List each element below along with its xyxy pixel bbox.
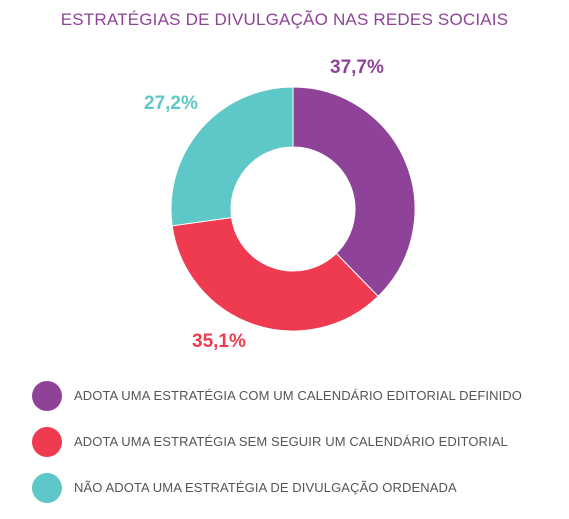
legend-swatch-purple xyxy=(32,380,62,411)
chart-title: ESTRATÉGIAS DE DIVULGAÇÃO NAS REDES SOCI… xyxy=(60,10,509,29)
legend-swatch-teal xyxy=(32,472,62,503)
slice-nao-adota xyxy=(170,86,294,227)
legend-item-calendario-definido: ADOTA UMA ESTRATÉGIA COM UM CALENDÁRIO E… xyxy=(32,380,562,411)
slice-value-label-nao-adota: 27,2% xyxy=(144,93,198,114)
legend-swatch-red xyxy=(32,426,62,457)
legend-label: ADOTA UMA ESTRATÉGIA COM UM CALENDÁRIO E… xyxy=(74,388,523,403)
slice-calendario-definido xyxy=(292,86,416,298)
slice-value-label-calendario-definido: 37,7% xyxy=(330,57,384,78)
legend-label: ADOTA UMA ESTRATÉGIA SEM SEGUIR UM CALEN… xyxy=(74,434,508,449)
legend-item-sem-calendario: ADOTA UMA ESTRATÉGIA SEM SEGUIR UM CALEN… xyxy=(32,426,562,457)
legend: ADOTA UMA ESTRATÉGIA COM UM CALENDÁRIO E… xyxy=(32,380,562,518)
slice-value-label-sem-calendario: 35,1% xyxy=(192,331,246,352)
slice-sem-calendario xyxy=(171,216,379,332)
legend-label: NÃO ADOTA UMA ESTRATÉGIA DE DIVULGAÇÃO O… xyxy=(74,480,457,495)
legend-item-nao-adota: NÃO ADOTA UMA ESTRATÉGIA DE DIVULGAÇÃO O… xyxy=(32,472,562,503)
